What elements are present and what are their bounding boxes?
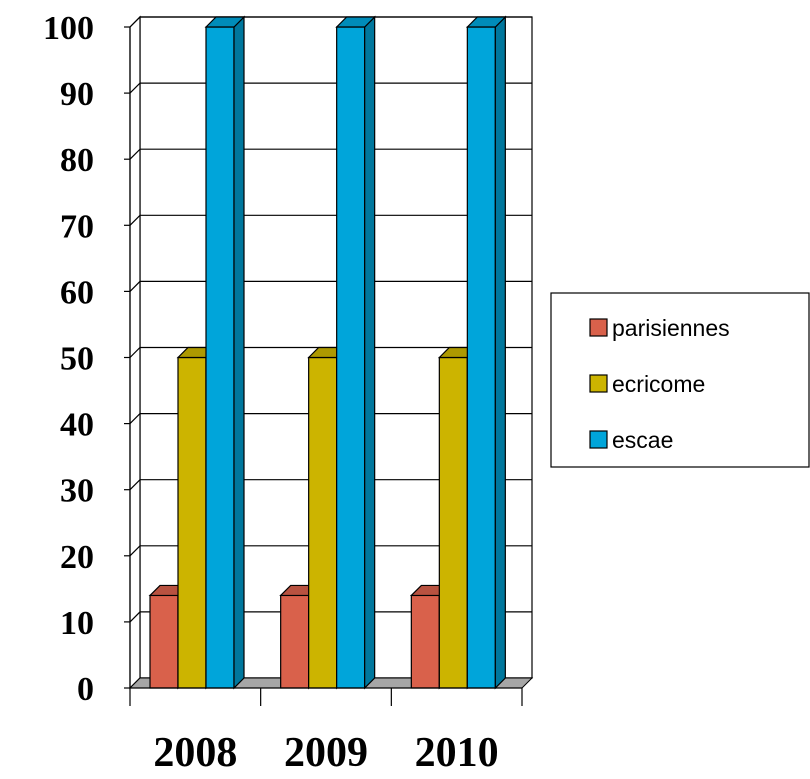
legend-swatch [589,318,608,337]
legend-item-escae: escae [589,427,673,453]
gridline-40 [129,413,532,425]
x-tick-label-2008: 2008 [153,730,237,776]
bar-front [438,356,468,689]
gridline-10 [129,611,532,623]
bar-front [205,26,235,689]
bar-top [465,16,507,28]
bar-top [335,16,377,28]
bar-escae-2009 [335,15,377,690]
legend-label: parisiennes [612,315,730,341]
bar-top [204,16,246,28]
y-tick-label-50: 50 [60,341,94,378]
gridline-60 [129,280,532,292]
legend-label: escae [612,427,673,453]
gridline-70 [129,214,532,226]
bar-side [494,15,506,690]
y-tick-label-20: 20 [60,539,94,576]
legend-item-parisiennes: parisiennes [589,315,730,341]
bar-front [466,26,496,689]
x-tick-label-2010: 2010 [415,730,499,776]
legend-item-ecricome: ecricome [589,371,705,397]
y-tick-label-80: 80 [60,142,94,179]
x-tick-label-2009: 2009 [284,730,368,776]
x-axis: 2008 2009 2010 [129,687,523,776]
legend: parisiennes ecricome escae [550,292,810,468]
y-tick-label-100: 100 [43,10,94,47]
legend-swatch [589,374,608,393]
y-tick-label-70: 70 [60,208,94,245]
bar-front [336,26,366,689]
gridline-50 [129,346,532,358]
bar-escae-2010 [465,15,507,690]
gridline-30 [129,479,532,491]
bar-escae-2008 [204,15,246,690]
y-tick-label-60: 60 [60,274,94,311]
bar-front [308,356,338,689]
legend-swatch [589,430,608,449]
bar-side [364,15,376,690]
gridline-80 [129,148,532,160]
gridline-90 [129,82,532,94]
bar-front [149,594,179,689]
gridline-100 [129,16,532,28]
bar-side [233,15,245,690]
gridline-20 [129,545,532,557]
bars [148,15,507,690]
y-tick-label-30: 30 [60,473,94,510]
y-tick-label-0: 0 [77,671,94,708]
y-axis: 0 10 20 30 40 50 60 70 80 90 100 [43,10,131,708]
bar-front [280,594,310,689]
legend-label: ecricome [612,371,705,397]
y-tick-label-40: 40 [60,407,94,444]
y-tick-label-10: 10 [60,605,94,642]
y-tick-label-90: 90 [60,76,94,113]
bar-front [177,356,207,689]
bar-front [410,594,440,689]
